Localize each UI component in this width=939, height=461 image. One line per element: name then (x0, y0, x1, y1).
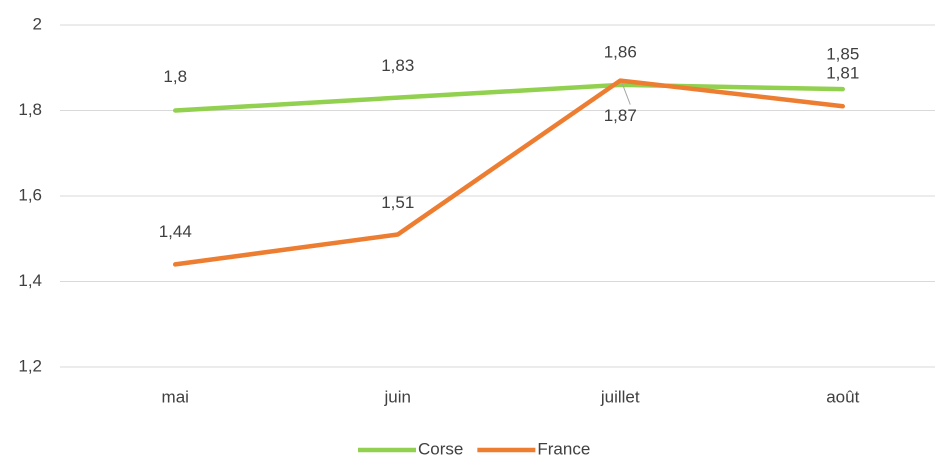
y-tick-label: 1,6 (18, 185, 42, 204)
data-label: 1,86 (604, 42, 637, 61)
data-label: 1,87 (604, 106, 637, 125)
data-label: 1,51 (381, 193, 414, 212)
x-tick-label: août (826, 387, 859, 406)
series-line (173, 78, 845, 267)
data-label: 1,85 (826, 45, 859, 64)
data-label: 1,83 (381, 56, 414, 75)
x-tick-label: juin (384, 387, 411, 406)
series-line (173, 82, 845, 113)
y-tick-label: 1,4 (18, 271, 42, 290)
y-tick-label: 2 (33, 14, 42, 33)
leader-line (621, 83, 631, 105)
data-label: 1,8 (163, 67, 187, 86)
legend-label: France (537, 439, 590, 458)
legend-label: Corse (418, 439, 463, 458)
x-tick-label: juillet (600, 387, 640, 406)
data-label: 1,44 (159, 222, 192, 241)
x-tick-label: mai (162, 387, 189, 406)
data-label: 1,81 (826, 64, 859, 83)
y-tick-label: 1,8 (18, 100, 42, 119)
y-tick-label: 1,2 (18, 356, 42, 375)
